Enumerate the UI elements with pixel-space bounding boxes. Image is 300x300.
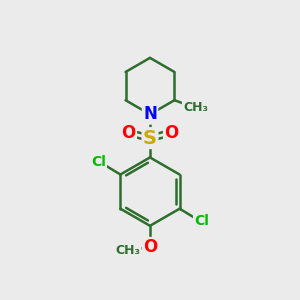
Text: CH₃: CH₃ bbox=[183, 101, 208, 114]
Text: O: O bbox=[164, 124, 178, 142]
Text: Cl: Cl bbox=[194, 214, 209, 228]
Text: O: O bbox=[143, 238, 157, 256]
Text: S: S bbox=[143, 129, 157, 148]
Text: CH₃: CH₃ bbox=[115, 244, 140, 257]
Text: O: O bbox=[122, 124, 136, 142]
Text: Cl: Cl bbox=[91, 155, 106, 169]
Text: N: N bbox=[143, 105, 157, 123]
